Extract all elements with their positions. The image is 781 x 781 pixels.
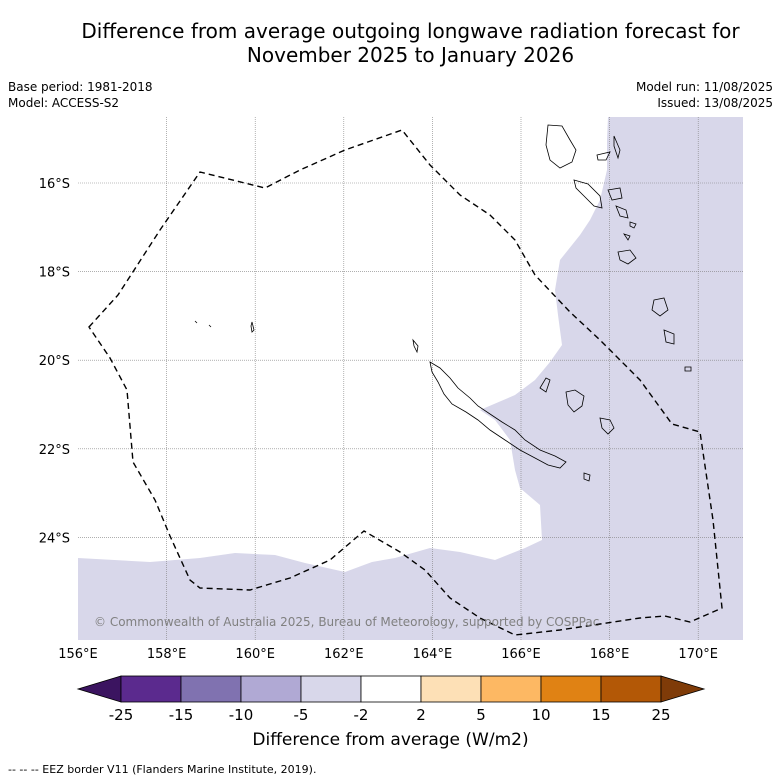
colorbar-tick-label: -2 bbox=[354, 706, 369, 724]
colorbar-tick-label: 15 bbox=[591, 706, 610, 724]
colorbar-segment bbox=[600, 675, 662, 703]
vanuatu-espiritu-santo bbox=[545, 124, 577, 169]
vanuatu-epi bbox=[615, 205, 629, 219]
anomaly-region-east bbox=[78, 117, 743, 640]
lat-tick-label: 20°S bbox=[39, 354, 70, 369]
colorbar-tick-label: -15 bbox=[169, 706, 194, 724]
vanuatu-ambae bbox=[596, 151, 611, 161]
vanuatu-small-1 bbox=[629, 221, 637, 229]
lifou-coast bbox=[599, 417, 615, 435]
lon-tick-label: 170°E bbox=[678, 647, 718, 662]
lon-tick-label: 166°E bbox=[501, 647, 541, 662]
colorbar-extend-high bbox=[660, 675, 706, 703]
colorbar-tick-label: -25 bbox=[109, 706, 134, 724]
issued-date: Issued: 13/08/2025 bbox=[657, 96, 773, 110]
eez-border bbox=[88, 129, 723, 636]
latitude-labels: 16°S 18°S 20°S 22°S 24°S bbox=[39, 177, 70, 546]
colorbar-segment bbox=[180, 675, 242, 703]
graticule bbox=[78, 117, 743, 640]
chesterfield-islet bbox=[250, 321, 255, 333]
colorbar-segment bbox=[300, 675, 362, 703]
coastlines bbox=[194, 124, 692, 482]
vanuatu-maewo bbox=[613, 135, 621, 160]
belep-islands-coast bbox=[412, 338, 419, 354]
vanuatu-efate bbox=[607, 187, 623, 201]
base-period: Base period: 1981-2018 bbox=[8, 80, 153, 94]
new-caledonia-coast bbox=[429, 361, 567, 469]
colorbar-title: Difference from average (W/m2) bbox=[252, 730, 529, 750]
ouvea-coast bbox=[539, 377, 551, 393]
longitude-labels: 156°E 158°E 160°E 162°E 164°E 166°E 168°E 170°E bbox=[58, 647, 718, 662]
meta-left: Base period: 1981-2018 Model: ACCESS-S2 bbox=[8, 79, 153, 111]
colorbar-tick-label: 2 bbox=[416, 706, 426, 724]
colorbar-segment bbox=[240, 675, 302, 703]
mare-coast bbox=[583, 472, 591, 482]
colorbar-extend-low bbox=[76, 675, 122, 703]
map-area bbox=[78, 117, 743, 640]
lon-tick-label: 164°E bbox=[413, 647, 453, 662]
meta-right: Model run: 11/08/2025 Issued: 13/08/2025 bbox=[636, 79, 773, 111]
lon-tick-label: 156°E bbox=[58, 647, 98, 662]
small-islet-west bbox=[194, 320, 198, 324]
lat-tick-label: 24°S bbox=[39, 531, 70, 546]
colorbar-segment bbox=[420, 675, 482, 703]
colorbar-tick-label: -10 bbox=[229, 706, 254, 724]
model-run: Model run: 11/08/2025 bbox=[635, 80, 773, 94]
colorbar-segment bbox=[360, 675, 422, 703]
colorbar-segment bbox=[120, 675, 182, 703]
title-line-1: Difference from average outgoing longwav… bbox=[81, 19, 740, 43]
colorbar-segment bbox=[480, 675, 542, 703]
vanuatu-small-2 bbox=[623, 233, 631, 241]
lon-tick-label: 160°E bbox=[235, 647, 275, 662]
chart-title: Difference from average outgoing longwav… bbox=[0, 19, 781, 67]
lon-tick-label: 162°E bbox=[324, 647, 364, 662]
title-line-2: November 2025 to January 2026 bbox=[246, 43, 575, 67]
vanuatu-erromango bbox=[617, 249, 637, 265]
copyright-text: © Commonwealth of Australia 2025, Bureau… bbox=[94, 615, 599, 629]
lat-tick-label: 22°S bbox=[39, 443, 70, 458]
colorbar-tick-label: 5 bbox=[476, 706, 486, 724]
loyalty-islands-coast bbox=[565, 389, 585, 413]
colorbar-segment bbox=[540, 675, 602, 703]
colorbar: -25 -15 -10 -5 -2 2 5 10 15 25 bbox=[76, 675, 706, 724]
vanuatu-malakula bbox=[573, 179, 603, 209]
fiji-like-island-2 bbox=[663, 329, 675, 345]
colorbar-tick-label: 25 bbox=[651, 706, 670, 724]
lat-tick-label: 18°S bbox=[39, 266, 70, 281]
small-island-east bbox=[684, 366, 692, 372]
lat-tick-label: 16°S bbox=[39, 177, 70, 192]
fiji-like-island-1 bbox=[651, 297, 669, 317]
lon-tick-label: 158°E bbox=[147, 647, 187, 662]
eez-footnote: -- -- -- EEZ border V11 (Flanders Marine… bbox=[8, 763, 317, 776]
model-name: Model: ACCESS-S2 bbox=[8, 96, 120, 110]
colorbar-tick-label: 10 bbox=[531, 706, 550, 724]
lon-tick-label: 168°E bbox=[590, 647, 630, 662]
colorbar-tick-label: -5 bbox=[294, 706, 309, 724]
small-islet-west-2 bbox=[208, 324, 212, 328]
